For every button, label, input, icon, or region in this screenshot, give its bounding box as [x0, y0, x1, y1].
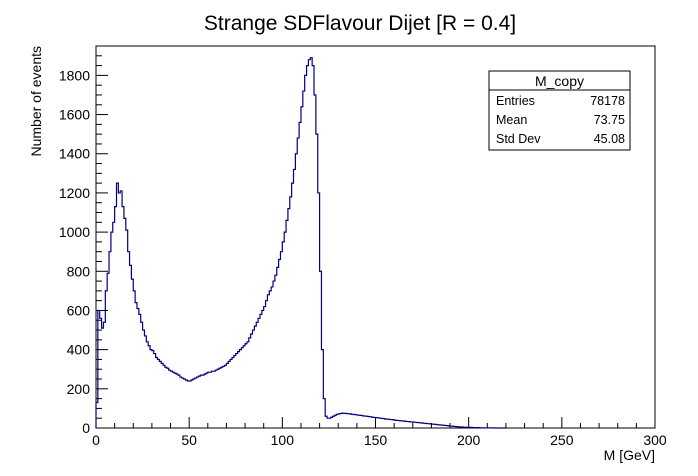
stats-entries-value: 78178: [590, 94, 625, 108]
y-tick-label: 1200: [59, 185, 90, 201]
stats-stddev-value: 45.08: [594, 132, 625, 146]
y-axis-title: Number of events: [28, 46, 44, 157]
stats-mean-label: Mean: [496, 113, 527, 127]
chart-title: Strange SDFlavour Dijet [R = 0.4]: [204, 12, 516, 35]
y-tick-label: 1600: [59, 107, 90, 123]
x-tick-label: 200: [457, 432, 481, 448]
y-tick-label: 1800: [59, 67, 90, 83]
y-tick-label: 600: [67, 302, 91, 318]
y-tick-label: 200: [67, 381, 91, 397]
x-tick-label: 50: [181, 432, 197, 448]
stats-entries-label: Entries: [496, 94, 535, 108]
x-tick-label: 300: [643, 432, 667, 448]
stats-box: M_copy Entries 78178 Mean 73.75 Std Dev …: [488, 70, 631, 151]
stats-box-name: M_copy: [535, 73, 584, 89]
y-axis: 0 200 400 600 800 1000 1200 1400 1600 1800: [59, 45, 108, 436]
x-tick-label: 0: [92, 432, 100, 448]
x-tick-label: 250: [550, 432, 574, 448]
x-axis: 0 50 100 150 200 250 300: [92, 417, 667, 448]
stats-stddev-label: Std Dev: [496, 132, 541, 146]
stats-box-frame: [488, 70, 631, 151]
y-tick-label: 0: [82, 420, 90, 436]
y-tick-label: 800: [67, 263, 91, 279]
y-tick-label: 1000: [59, 224, 90, 240]
x-axis-title: M [GeV]: [604, 447, 655, 463]
stats-mean-value: 73.75: [594, 113, 625, 127]
x-tick-label: 100: [271, 432, 295, 448]
y-tick-label: 1400: [59, 146, 90, 162]
histogram-series-line: [95, 57, 506, 429]
x-tick-label: 150: [364, 432, 388, 448]
y-tick-label: 400: [67, 342, 91, 358]
